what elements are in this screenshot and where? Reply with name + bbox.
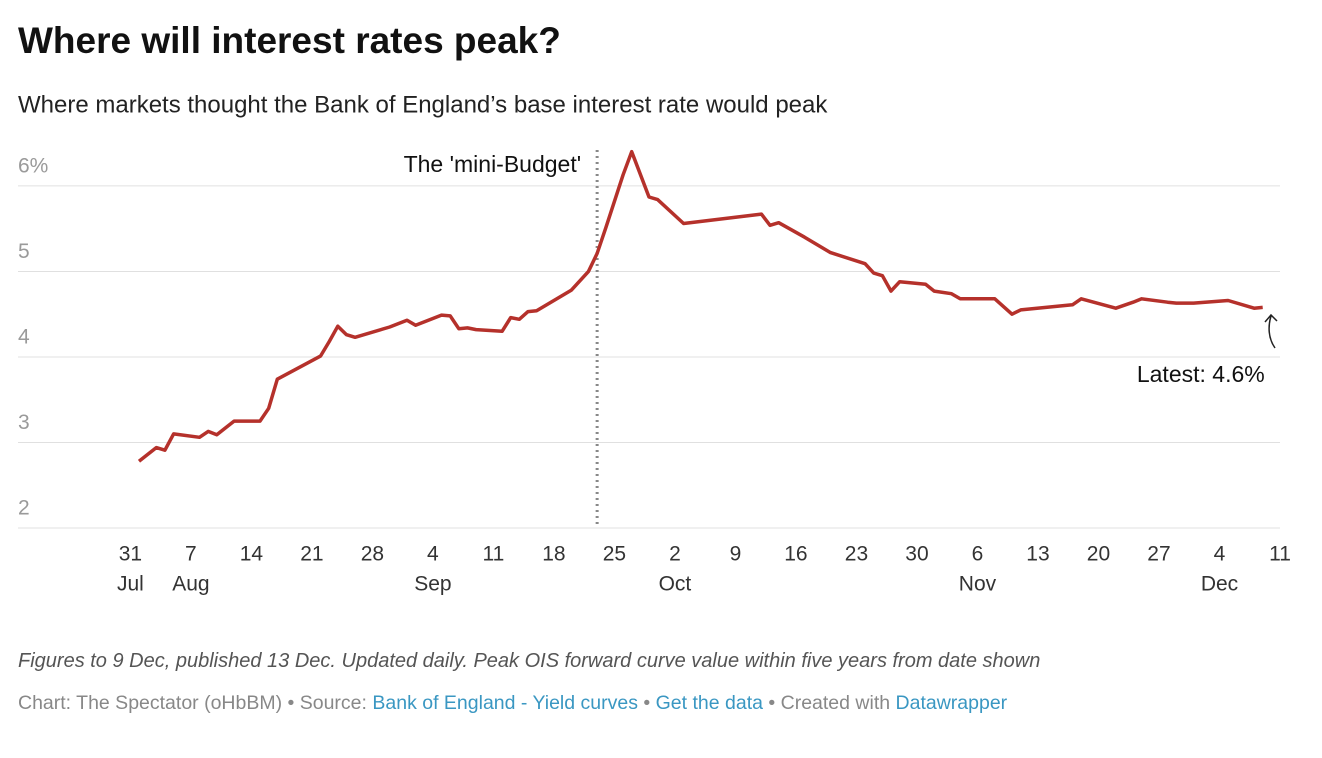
x-tick-label: 20 — [1087, 543, 1110, 566]
annotation: The 'mini-Budget' — [404, 151, 582, 177]
x-month-label: Jul — [117, 573, 144, 596]
y-tick-label: 2 — [18, 497, 30, 520]
x-month-label: Aug — [172, 573, 209, 596]
y-tick-label: 6% — [18, 154, 48, 177]
x-tick-label: 21 — [300, 543, 323, 566]
credit-link[interactable]: Bank of England - Yield curves — [372, 692, 638, 714]
x-tick-label: 2 — [669, 543, 681, 566]
x-tick-label: 11 — [483, 543, 505, 566]
x-tick-label: 11 — [1269, 543, 1291, 566]
x-tick-label: 23 — [845, 543, 868, 566]
credit-link[interactable]: Get the data — [655, 692, 763, 714]
x-tick-label: 13 — [1026, 543, 1049, 566]
y-tick-label: 5 — [18, 240, 30, 263]
x-tick-label: 30 — [905, 543, 928, 566]
x-tick-label: 18 — [542, 543, 565, 566]
y-tick-label: 3 — [18, 411, 30, 434]
credit-text: Chart: The Spectator (oHbBM) • Source: — [18, 692, 373, 714]
annotation-arrow — [1264, 313, 1278, 349]
credit-link[interactable]: Datawrapper — [895, 692, 1008, 714]
x-tick-label: 25 — [603, 543, 626, 566]
x-tick-label: 6 — [972, 543, 984, 566]
chart-title: Where will interest rates peak? — [18, 20, 561, 61]
x-tick-label: 16 — [784, 543, 807, 566]
annotation: Latest: 4.6% — [1137, 361, 1265, 387]
credit-text: • Created with — [762, 692, 896, 714]
x-tick-label: 9 — [730, 543, 742, 566]
x-tick-label: 4 — [1214, 543, 1226, 566]
x-tick-label: 4 — [427, 543, 439, 566]
x-tick-label: 27 — [1147, 543, 1170, 566]
line — [137, 149, 1263, 463]
x-tick-label: 28 — [361, 543, 384, 566]
x-month-label: Dec — [1201, 573, 1238, 596]
x-tick-label: 14 — [240, 543, 264, 566]
x-month-label: Nov — [959, 573, 997, 596]
x-month-label: Oct — [659, 573, 692, 596]
x-month-label: Sep — [414, 573, 451, 596]
x-tick-label: 7 — [185, 543, 197, 566]
credit-text: • — [637, 692, 656, 714]
credits: Chart: The Spectator (oHbBM) • Source: B… — [18, 692, 1007, 715]
chart-subtitle: Where markets thought the Bank of Englan… — [18, 91, 828, 118]
x-tick-label: 31 — [119, 543, 142, 566]
notes: Figures to 9 Dec, published 13 Dec. Upda… — [18, 650, 1041, 672]
y-tick-label: 4 — [18, 326, 30, 349]
